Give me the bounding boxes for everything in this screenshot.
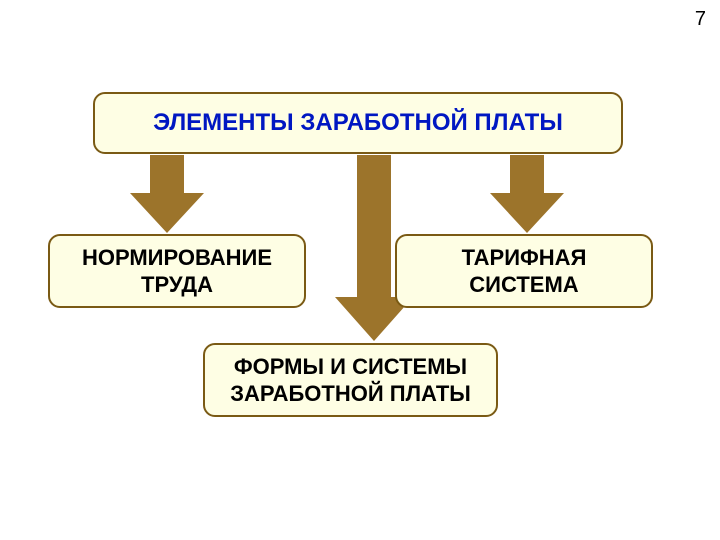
arrow-left <box>130 155 204 233</box>
page-number: 7 <box>695 8 706 31</box>
left-box: НОРМИРОВАНИЕ ТРУДА <box>48 234 306 308</box>
title-box: ЭЛЕМЕНТЫ ЗАРАБОТНОЙ ПЛАТЫ <box>93 92 623 154</box>
bottom-box-line2: ЗАРАБОТНОЙ ПЛАТЫ <box>230 380 471 408</box>
bottom-box-line1: ФОРМЫ И СИСТЕМЫ <box>230 353 471 381</box>
right-box: ТАРИФНАЯ СИСТЕМА <box>395 234 653 308</box>
bottom-box: ФОРМЫ И СИСТЕМЫ ЗАРАБОТНОЙ ПЛАТЫ <box>203 343 498 417</box>
left-box-line1: НОРМИРОВАНИЕ <box>82 244 272 272</box>
left-box-line2: ТРУДА <box>82 271 272 299</box>
title-text: ЭЛЕМЕНТЫ ЗАРАБОТНОЙ ПЛАТЫ <box>153 108 563 138</box>
arrow-right <box>490 155 564 233</box>
right-box-line2: СИСТЕМА <box>462 271 587 299</box>
right-box-line1: ТАРИФНАЯ <box>462 244 587 272</box>
